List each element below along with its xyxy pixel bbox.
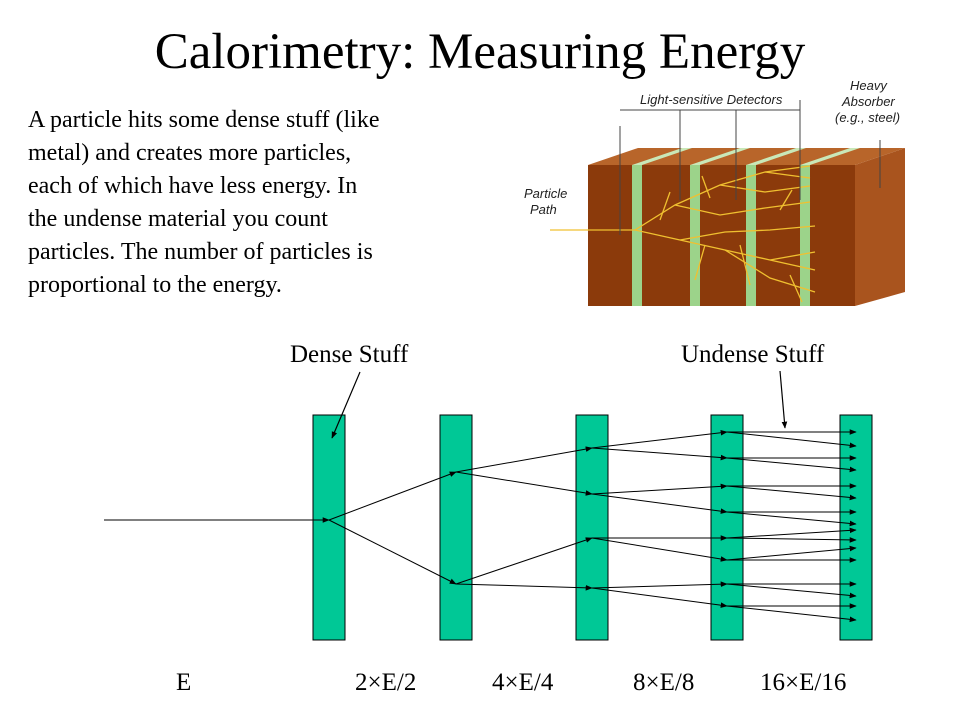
particle-arrow <box>328 471 457 521</box>
particle-arrow <box>455 446 593 473</box>
particle-arrow <box>591 581 728 589</box>
absorber-label: (e.g., steel) <box>835 110 900 125</box>
detectors-label: Light-sensitive Detectors <box>640 92 783 107</box>
particle-arrow <box>328 519 457 585</box>
particle-arrow <box>591 447 728 461</box>
particle-arrow <box>591 587 728 608</box>
particle-arrow <box>455 537 593 585</box>
energy-label: 16×E/16 <box>760 669 847 696</box>
energy-label: 4×E/4 <box>492 669 554 696</box>
dense-pointer-arrow <box>331 371 361 439</box>
slide-title: Calorimetry: Measuring Energy <box>154 24 806 80</box>
particle-arrow <box>591 537 728 562</box>
undense-pointer-arrow <box>779 370 788 429</box>
absorber-block <box>839 414 873 641</box>
calorimeter-illustration: Light-sensitive Detectors Heavy Absorber… <box>524 80 905 306</box>
description-line: each of which have less energy. In <box>28 173 358 199</box>
particle-arrow <box>726 457 857 473</box>
particle-arrow <box>455 583 593 591</box>
particle-arrow <box>726 583 857 599</box>
energy-label: 2×E/2 <box>355 669 417 696</box>
absorber-block <box>312 414 346 641</box>
description-line: proportional to the energy. <box>28 272 282 298</box>
undense-stuff-label: Undense Stuff <box>681 341 825 368</box>
particle-arrow <box>726 485 857 501</box>
particle-arrow <box>726 511 857 527</box>
absorber-block <box>588 148 905 306</box>
particle-arrow <box>726 537 857 543</box>
particle-arrow <box>726 605 857 623</box>
particle-arrow <box>591 493 728 514</box>
particle-arrow <box>591 483 728 495</box>
description: A particle hits some dense stuff (like m… <box>28 104 503 302</box>
absorber-blocks <box>312 414 873 641</box>
absorber-block <box>439 414 473 641</box>
energy-label: E <box>176 669 192 696</box>
absorber-label: Absorber <box>841 94 895 109</box>
path-label: Path <box>530 202 557 217</box>
description-line: metal) and creates more particles, <box>28 140 352 166</box>
energy-label: 8×E/8 <box>633 669 695 696</box>
particle-arrows <box>104 429 857 623</box>
particle-arrow <box>591 429 728 449</box>
particle-arrow <box>726 545 857 561</box>
path-label: Particle <box>524 186 567 201</box>
dense-stuff-label: Dense Stuff <box>290 341 409 368</box>
particle-arrow <box>726 431 857 449</box>
particle-arrow <box>726 527 857 539</box>
particle-arrow <box>455 471 593 496</box>
description-line: the undense material you count <box>28 206 328 232</box>
detector-layers <box>632 148 860 306</box>
absorber-label: Heavy <box>850 80 888 93</box>
absorber-block <box>575 414 609 641</box>
description-line: A particle hits some dense stuff (like <box>28 107 380 133</box>
shower-lines <box>550 165 816 303</box>
description-line: particles. The number of particles is <box>28 239 373 265</box>
